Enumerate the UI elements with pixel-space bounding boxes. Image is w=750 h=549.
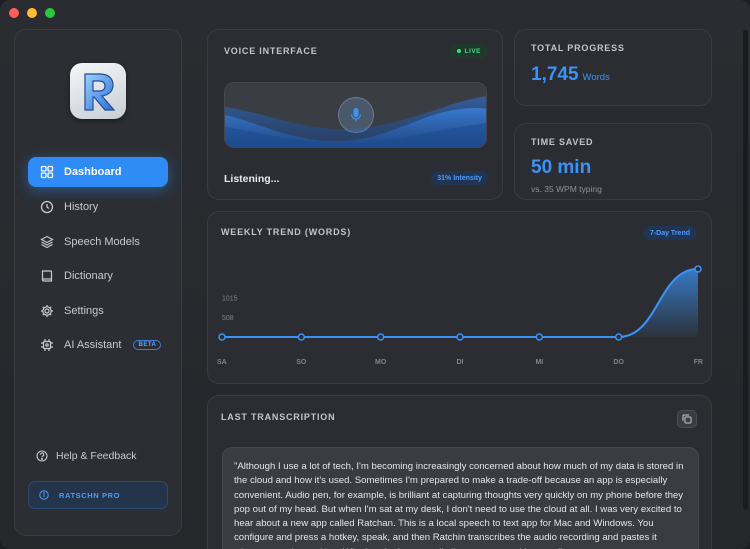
sidebar: Dashboard History Speech Models Dictiona… — [14, 29, 182, 536]
sidebar-item-ai-assistant[interactable]: AI Assistant BETA — [28, 330, 168, 360]
sidebar-item-dictionary[interactable]: Dictionary — [28, 261, 168, 291]
pro-upgrade-button[interactable]: RATSCHN PRO — [28, 481, 168, 509]
intensity-badge: 31% Intensity — [431, 171, 488, 185]
listening-status: Listening... — [224, 173, 280, 185]
data-point[interactable] — [614, 333, 623, 341]
sidebar-item-label: Dashboard — [64, 166, 122, 178]
progress-unit: Words — [582, 72, 610, 83]
weekly-trend-chart: 508 1015 SA SO MO DI MI DO FR — [217, 265, 703, 366]
card-title: TIME SAVED — [531, 137, 594, 147]
sidebar-item-settings[interactable]: Settings — [28, 296, 168, 326]
window-controls — [9, 8, 55, 18]
window-scrollbar[interactable] — [743, 30, 748, 510]
series-line — [221, 268, 699, 338]
help-label: Help & Feedback — [56, 450, 137, 462]
data-point[interactable] — [456, 333, 464, 341]
minimize-window-button[interactable] — [27, 8, 37, 18]
live-badge: LIVE — [449, 44, 488, 58]
progress-number: 1,745 — [531, 64, 579, 85]
layers-icon — [40, 235, 54, 249]
transcription-text[interactable]: "Although I use a lot of tech, I'm becom… — [222, 447, 699, 549]
x-tick-label: MO — [375, 359, 387, 366]
live-label: LIVE — [464, 47, 481, 55]
waveform-visualizer — [224, 82, 487, 148]
beta-badge: BETA — [133, 340, 162, 350]
y-tick-label: 1015 — [222, 295, 238, 302]
pro-label: RATSCHN PRO — [59, 490, 121, 500]
x-tick-label: SA — [217, 359, 227, 366]
sidebar-item-label: Dictionary — [64, 270, 113, 282]
sidebar-item-dashboard[interactable]: Dashboard — [28, 157, 168, 187]
time-saved-subtext: vs. 35 WPM typing — [531, 184, 602, 194]
total-progress-card: TOTAL PROGRESS 1,745 Words — [514, 29, 712, 106]
data-point[interactable] — [535, 333, 544, 341]
gear-icon — [41, 305, 53, 317]
data-point[interactable] — [694, 265, 702, 273]
help-feedback-link[interactable]: Help & Feedback — [36, 450, 137, 462]
data-point[interactable] — [376, 333, 385, 341]
sidebar-item-speech-models[interactable]: Speech Models — [28, 227, 168, 257]
weekly-trend-card: WEEKLY TREND (WORDS) 7-Day Trend 508 1015… — [207, 211, 712, 384]
sidebar-item-label: AI Assistant — [64, 339, 122, 351]
x-tick-label: MI — [535, 359, 543, 366]
grid-icon — [40, 165, 54, 179]
app-logo — [70, 63, 126, 119]
data-point[interactable] — [218, 333, 226, 341]
last-transcription-card: LAST TRANSCRIPTION "Although I use a lot… — [207, 395, 712, 549]
sidebar-item-label: History — [64, 201, 99, 213]
sidebar-item-label: Settings — [64, 305, 104, 317]
copy-button[interactable] — [677, 410, 697, 428]
x-tick-label: DI — [457, 359, 464, 366]
waveform-graphic — [225, 96, 486, 147]
info-icon — [39, 490, 49, 500]
microphone-icon — [350, 108, 362, 122]
microphone-button[interactable] — [338, 97, 374, 133]
sidebar-item-history[interactable]: History — [28, 192, 168, 222]
copy-icon — [682, 414, 692, 424]
card-title: LAST TRANSCRIPTION — [221, 412, 336, 422]
card-title: WEEKLY TREND (WORDS) — [221, 227, 352, 237]
time-saved-value: 50 min — [531, 157, 592, 178]
x-tick-label: FR — [694, 359, 703, 366]
help-icon — [36, 450, 48, 462]
total-words-value: 1,745 Words — [531, 64, 610, 86]
close-window-button[interactable] — [9, 8, 19, 18]
time-saved-card: TIME SAVED 50 min vs. 35 WPM typing — [514, 123, 712, 200]
live-dot-icon — [456, 49, 461, 53]
zoom-window-button[interactable] — [45, 8, 55, 18]
y-tick-label: 508 — [222, 315, 234, 322]
chip-icon — [41, 339, 53, 351]
x-tick-label: DO — [613, 359, 624, 366]
card-title: VOICE INTERFACE — [224, 46, 318, 56]
data-point[interactable] — [297, 333, 306, 341]
seven-day-trend-badge[interactable]: 7-Day Trend — [642, 226, 697, 240]
sidebar-item-label: Speech Models — [64, 236, 140, 248]
series-area — [222, 269, 698, 337]
card-title: TOTAL PROGRESS — [531, 43, 625, 53]
clock-icon — [40, 200, 54, 214]
x-tick-label: SO — [296, 359, 307, 366]
voice-interface-card: VOICE INTERFACE LIVE — [207, 29, 503, 200]
book-icon — [41, 270, 53, 282]
